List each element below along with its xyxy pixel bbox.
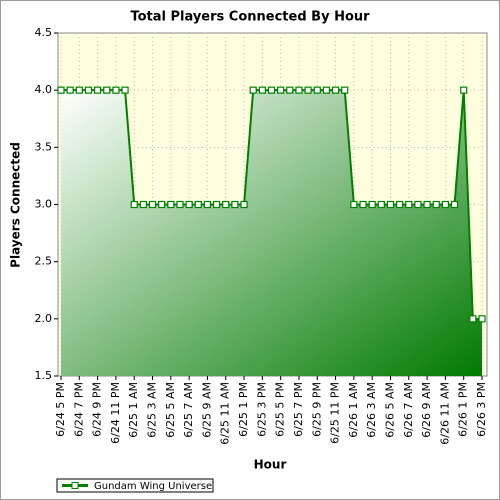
x-tick-label: 6/26 7 AM (402, 382, 415, 438)
x-tick-label: 6/26 11 AM (438, 382, 451, 445)
x-tick-label: 6/25 3 PM (255, 382, 268, 437)
marker (414, 200, 422, 209)
marker (469, 315, 477, 323)
marker (350, 200, 358, 209)
marker (185, 200, 193, 209)
marker (331, 86, 340, 94)
marker (460, 86, 468, 94)
marker (386, 200, 395, 209)
marker (84, 86, 93, 94)
marker (396, 200, 404, 209)
x-tick-label: 6/26 1 PM (457, 382, 470, 437)
marker (258, 86, 266, 94)
y-axis-title: Players Connected (9, 142, 23, 268)
marker (377, 200, 385, 209)
x-tick-label: 6/25 5 PM (274, 382, 287, 437)
y-tick-label: 4.0 (35, 83, 53, 96)
x-tick-label: 6/24 5 PM (54, 382, 67, 437)
marker (158, 200, 166, 209)
marker (304, 86, 312, 94)
x-tick-label: 6/25 7 AM (182, 382, 195, 438)
x-axis-title: Hour (254, 458, 287, 472)
area (61, 90, 482, 377)
legend (56, 478, 214, 493)
x-tick-label: 6/25 5 AM (164, 382, 177, 438)
marker (112, 86, 120, 94)
marker (66, 86, 74, 94)
marker (405, 200, 413, 209)
y-tick-label: 2.5 (35, 255, 53, 268)
marker (75, 86, 83, 94)
marker (148, 200, 157, 209)
marker (194, 200, 202, 209)
x-tick-label: 6/26 3 PM (475, 382, 488, 437)
marker (322, 86, 331, 94)
marker (277, 86, 285, 94)
x-tick-label: 6/25 9 AM (200, 382, 213, 438)
marker (423, 200, 431, 209)
y-tick-label: 4.5 (35, 26, 53, 39)
marker (441, 200, 449, 209)
y-tick-label: 2.0 (35, 312, 53, 325)
x-tick-label: 6/25 1 PM (237, 382, 250, 437)
x-tick-label: 6/25 7 PM (292, 382, 305, 437)
marker (212, 200, 221, 209)
marker (478, 315, 486, 323)
marker (359, 200, 367, 209)
chart-title: Total Players Connected By Hour (130, 10, 370, 25)
y-tick-label: 3.0 (35, 198, 53, 211)
x-tick-label: 6/26 3 AM (365, 382, 378, 438)
marker (121, 86, 129, 94)
marker (368, 200, 376, 209)
marker (139, 200, 147, 209)
x-tick-label: 6/26 9 AM (420, 382, 433, 438)
y-tick-label: 1.5 (35, 369, 53, 382)
x-tick-label: 6/24 11 PM (109, 382, 122, 444)
legend-label: Gundam Wing Universe (94, 481, 212, 492)
marker (313, 86, 321, 94)
marker (450, 200, 459, 209)
marker (432, 200, 440, 209)
marker (57, 86, 65, 94)
marker (267, 86, 276, 94)
marker (167, 200, 175, 209)
marker (222, 200, 230, 209)
legend-marker (71, 482, 79, 489)
marker (130, 200, 138, 209)
x-tick-label: 6/26 1 AM (347, 382, 360, 438)
marker (176, 200, 184, 209)
marker (103, 86, 111, 94)
marker (286, 86, 294, 94)
marker (295, 86, 303, 94)
marker (249, 86, 257, 94)
marker (240, 200, 248, 209)
marker (231, 200, 239, 209)
marker (203, 200, 212, 209)
marker (341, 86, 349, 94)
x-tick-label: 6/24 9 PM (91, 382, 104, 437)
x-tick-label: 6/24 7 PM (72, 382, 85, 437)
x-tick-label: 6/25 3 AM (146, 382, 159, 438)
marker (94, 86, 102, 94)
x-tick-label: 6/26 5 AM (383, 382, 396, 438)
y-tick-label: 3.5 (35, 140, 53, 153)
x-tick-label: 6/25 11 PM (329, 382, 342, 444)
x-tick-label: 6/25 1 AM (127, 382, 140, 438)
x-tick-label: 6/25 9 PM (310, 382, 323, 437)
x-tick-label: 6/25 11 AM (219, 382, 232, 445)
